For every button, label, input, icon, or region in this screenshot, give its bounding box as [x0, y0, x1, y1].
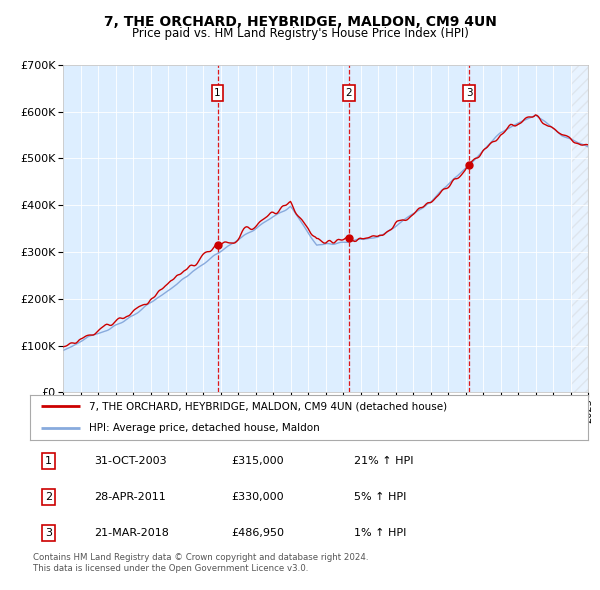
Text: Contains HM Land Registry data © Crown copyright and database right 2024.
This d: Contains HM Land Registry data © Crown c…	[33, 553, 368, 573]
Text: £486,950: £486,950	[231, 528, 284, 538]
Text: 1: 1	[214, 88, 221, 98]
Text: £315,000: £315,000	[231, 456, 284, 466]
Text: 2: 2	[45, 492, 52, 502]
Text: Price paid vs. HM Land Registry's House Price Index (HPI): Price paid vs. HM Land Registry's House …	[131, 27, 469, 40]
Text: 3: 3	[466, 88, 473, 98]
Text: 2: 2	[346, 88, 352, 98]
Text: 7, THE ORCHARD, HEYBRIDGE, MALDON, CM9 4UN: 7, THE ORCHARD, HEYBRIDGE, MALDON, CM9 4…	[104, 15, 496, 29]
Text: 5% ↑ HPI: 5% ↑ HPI	[353, 492, 406, 502]
Text: 21% ↑ HPI: 21% ↑ HPI	[353, 456, 413, 466]
Text: HPI: Average price, detached house, Maldon: HPI: Average price, detached house, Mald…	[89, 424, 319, 434]
Text: 1: 1	[45, 456, 52, 466]
Text: 3: 3	[45, 528, 52, 538]
Bar	[571, 65, 588, 392]
Text: 31-OCT-2003: 31-OCT-2003	[94, 456, 167, 466]
Text: 7, THE ORCHARD, HEYBRIDGE, MALDON, CM9 4UN (detached house): 7, THE ORCHARD, HEYBRIDGE, MALDON, CM9 4…	[89, 401, 447, 411]
Text: 21-MAR-2018: 21-MAR-2018	[94, 528, 169, 538]
Text: 28-APR-2011: 28-APR-2011	[94, 492, 166, 502]
Text: 1% ↑ HPI: 1% ↑ HPI	[353, 528, 406, 538]
Text: £330,000: £330,000	[231, 492, 284, 502]
